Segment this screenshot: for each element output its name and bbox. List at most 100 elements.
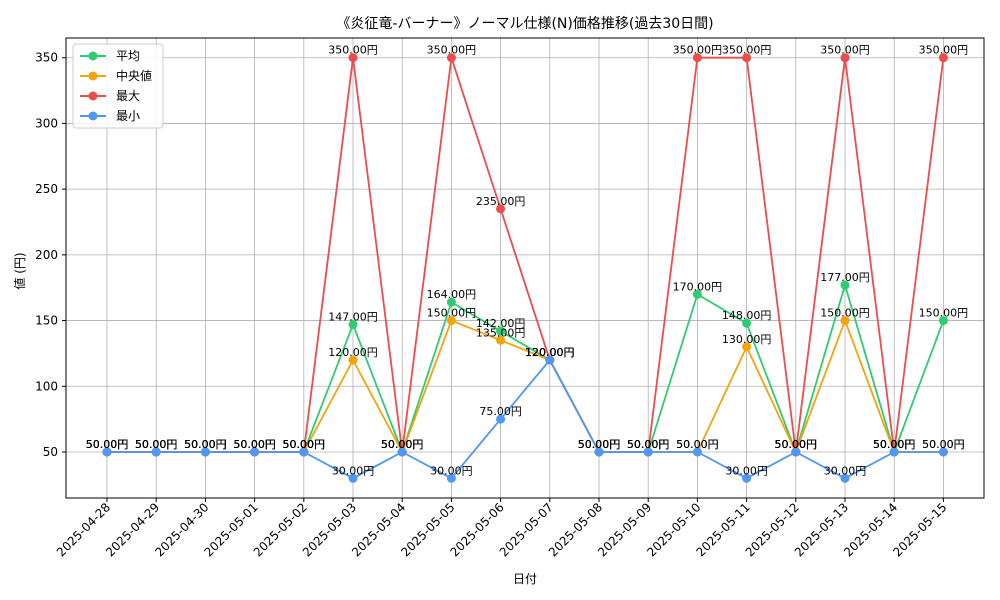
series-layer bbox=[102, 53, 948, 483]
data-label: 350.00円 bbox=[919, 44, 969, 57]
data-point bbox=[151, 447, 161, 457]
legend-label: 平均 bbox=[116, 49, 140, 63]
y-tick-label: 100 bbox=[35, 379, 58, 393]
legend-swatch-marker bbox=[88, 51, 98, 61]
data-label: 50.00円 bbox=[873, 438, 916, 451]
data-label: 120.00円 bbox=[525, 346, 575, 359]
data-label: 50.00円 bbox=[578, 438, 621, 451]
x-axis-title: 日付 bbox=[513, 572, 537, 586]
y-tick-label: 350 bbox=[35, 51, 58, 65]
data-label: 50.00円 bbox=[381, 438, 424, 451]
data-label: 50.00円 bbox=[283, 438, 326, 451]
data-label: 50.00円 bbox=[775, 438, 818, 451]
data-point bbox=[791, 447, 801, 457]
data-label: 50.00円 bbox=[135, 438, 178, 451]
data-point bbox=[742, 318, 752, 328]
legend-label: 最大 bbox=[116, 89, 140, 103]
data-label: 120.00円 bbox=[328, 346, 378, 359]
data-label: 50.00円 bbox=[627, 438, 670, 451]
data-point bbox=[496, 414, 506, 424]
data-point bbox=[840, 280, 850, 290]
data-label: 147.00円 bbox=[328, 311, 378, 324]
y-tick-label: 250 bbox=[35, 182, 58, 196]
data-point bbox=[545, 355, 555, 365]
data-label: 50.00円 bbox=[627, 438, 670, 451]
data-point bbox=[348, 320, 358, 330]
data-label: 350.00円 bbox=[673, 44, 723, 57]
data-point bbox=[742, 342, 752, 352]
data-label: 50.00円 bbox=[676, 438, 719, 451]
data-label: 50.00円 bbox=[233, 438, 276, 451]
data-point bbox=[348, 53, 358, 63]
data-point bbox=[840, 316, 850, 326]
data-label: 50.00円 bbox=[233, 438, 276, 451]
data-label: 50.00円 bbox=[233, 438, 276, 451]
y-tick-label: 50 bbox=[43, 445, 58, 459]
data-label: 50.00円 bbox=[922, 438, 965, 451]
data-label: 50.00円 bbox=[184, 438, 227, 451]
data-label: 30.00円 bbox=[430, 464, 473, 477]
data-point bbox=[496, 204, 506, 214]
data-label: 50.00円 bbox=[283, 438, 326, 451]
data-label: 50.00円 bbox=[381, 438, 424, 451]
data-label: 50.00円 bbox=[775, 438, 818, 451]
data-label: 50.00円 bbox=[627, 438, 670, 451]
data-label: 148.00円 bbox=[722, 309, 772, 322]
data-label: 50.00円 bbox=[381, 438, 424, 451]
data-label: 50.00円 bbox=[135, 438, 178, 451]
legend-swatch-marker bbox=[88, 91, 98, 101]
data-point bbox=[692, 447, 702, 457]
axis-ticks: 501001502002503003502025-04-282025-04-29… bbox=[35, 51, 949, 560]
data-label: 150.00円 bbox=[820, 307, 870, 320]
data-label: 50.00円 bbox=[381, 438, 424, 451]
data-labels: 50.00円 50.00円 50.00円 50.00円 50.00円 147.00円 50.… bbox=[86, 44, 968, 478]
data-point bbox=[742, 473, 752, 483]
data-point bbox=[643, 447, 653, 457]
data-label: 50.00円 bbox=[578, 438, 621, 451]
data-point bbox=[496, 326, 506, 336]
data-label: 135.00円 bbox=[476, 326, 526, 339]
data-point bbox=[692, 289, 702, 299]
data-label: 50.00円 bbox=[233, 438, 276, 451]
data-label: 50.00円 bbox=[135, 438, 178, 451]
data-label: 120.00円 bbox=[525, 346, 575, 359]
data-label: 50.00円 bbox=[676, 438, 719, 451]
data-label: 120.00円 bbox=[525, 346, 575, 359]
legend-label: 中央値 bbox=[116, 68, 152, 83]
data-label: 235.00円 bbox=[476, 195, 526, 208]
data-label: 75.00円 bbox=[479, 405, 522, 418]
data-label: 50.00円 bbox=[86, 438, 129, 451]
data-point bbox=[938, 53, 948, 63]
data-label: 120.00円 bbox=[525, 346, 575, 359]
data-label: 130.00円 bbox=[722, 333, 772, 346]
data-label: 50.00円 bbox=[184, 438, 227, 451]
data-label: 50.00円 bbox=[184, 438, 227, 451]
data-label: 50.00円 bbox=[873, 438, 916, 451]
data-label: 50.00円 bbox=[86, 438, 129, 451]
data-point bbox=[692, 53, 702, 63]
data-label: 50.00円 bbox=[578, 438, 621, 451]
data-label: 50.00円 bbox=[873, 438, 916, 451]
data-point bbox=[446, 297, 456, 307]
data-label: 50.00円 bbox=[775, 438, 818, 451]
data-label: 50.00円 bbox=[135, 438, 178, 451]
data-point bbox=[250, 447, 260, 457]
data-point bbox=[889, 447, 899, 457]
chart-title: 《炎征竜-バーナー》ノーマル仕様(N)価格推移(過去30日間) bbox=[336, 15, 713, 32]
data-point bbox=[594, 447, 604, 457]
data-point bbox=[446, 473, 456, 483]
data-label: 350.00円 bbox=[427, 44, 477, 57]
data-point bbox=[299, 447, 309, 457]
data-label: 30.00円 bbox=[332, 464, 375, 477]
data-label: 50.00円 bbox=[775, 438, 818, 451]
data-label: 50.00円 bbox=[578, 438, 621, 451]
data-label: 50.00円 bbox=[283, 438, 326, 451]
grid bbox=[66, 38, 984, 498]
data-label: 50.00円 bbox=[283, 438, 326, 451]
plot-frame bbox=[65, 37, 985, 499]
legend-box bbox=[72, 43, 164, 129]
data-point bbox=[200, 447, 210, 457]
data-label: 30.00円 bbox=[725, 464, 768, 477]
